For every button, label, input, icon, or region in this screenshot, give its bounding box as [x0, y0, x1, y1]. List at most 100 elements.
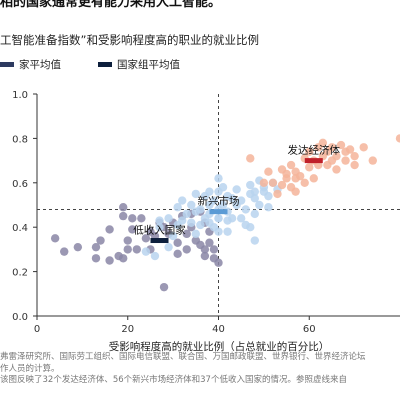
data-point [173, 238, 182, 247]
data-point [182, 245, 191, 254]
data-point [128, 225, 137, 234]
data-point [345, 145, 355, 154]
data-point [60, 247, 69, 256]
data-point [250, 236, 259, 245]
data-point [178, 216, 187, 225]
data-point [368, 156, 377, 165]
data-point [182, 209, 191, 219]
data-point [336, 140, 346, 150]
group-average-label: 发达经济体 [288, 144, 341, 157]
data-point [291, 174, 300, 183]
data-point [150, 251, 160, 261]
x-tick-label: 20 [121, 324, 134, 335]
data-point [205, 238, 214, 247]
data-point [305, 163, 314, 172]
data-point [191, 229, 201, 239]
data-point [291, 187, 300, 196]
data-point [200, 245, 210, 254]
data-point [359, 143, 368, 152]
group-average-label: 新兴市场 [198, 195, 240, 208]
data-point [168, 231, 178, 241]
data-point [187, 200, 196, 210]
data-point [164, 214, 173, 223]
data-point [327, 143, 337, 152]
data-point [119, 254, 128, 263]
legend-label-group-average: 国家组平均值 [117, 59, 180, 71]
data-point [218, 200, 228, 210]
data-point [200, 251, 210, 261]
data-point [232, 185, 241, 194]
data-point [264, 191, 273, 201]
data-point [191, 189, 201, 199]
data-point [341, 156, 350, 165]
data-point [309, 174, 318, 183]
group-average-marker [304, 158, 323, 164]
y-tick-label: 1.0 [12, 90, 28, 101]
data-point [246, 154, 255, 163]
footnote-note: 该图反映了32个发达经济体、56个新兴市场经济体和37个低收入国家的情况。参照虚… [0, 375, 347, 385]
legend-label-country-average: 家平均值 [19, 59, 61, 71]
data-point [236, 214, 246, 223]
data-point [50, 234, 60, 243]
data-point [123, 245, 132, 254]
data-point [246, 180, 255, 190]
data-point [132, 245, 142, 254]
data-point [395, 134, 400, 143]
data-point [350, 151, 359, 161]
chart-subtitle: 工智能准备指数”和受影响程度高的职业的就业比例 [0, 33, 259, 47]
data-point [196, 220, 205, 230]
data-point [227, 194, 237, 203]
data-point [218, 183, 228, 192]
data-point [182, 229, 191, 239]
data-point [250, 209, 259, 219]
data-point [286, 160, 296, 170]
data-point [236, 196, 246, 205]
data-point [173, 203, 182, 212]
data-point [246, 223, 255, 232]
y-tick-label: 0.6 [12, 179, 28, 190]
data-point [209, 196, 219, 205]
data-point [214, 174, 223, 183]
data-point [141, 234, 151, 243]
data-point [250, 187, 259, 196]
group-average-marker [150, 238, 169, 244]
data-point [214, 258, 223, 267]
data-point [250, 194, 259, 203]
data-point [332, 151, 341, 161]
headline: 相的国家通常更有能力采用人工智能。 [0, 0, 222, 10]
data-point [91, 254, 101, 263]
data-point [91, 242, 101, 252]
data-point [214, 214, 223, 223]
x-tick-label: 40 [212, 324, 225, 335]
y-tick-label: 0.8 [12, 134, 28, 145]
data-point [73, 242, 83, 252]
data-point [305, 147, 314, 156]
y-tick-label: 0.0 [12, 312, 28, 323]
data-point [214, 227, 223, 236]
data-point [196, 205, 205, 214]
data-point [205, 218, 214, 227]
data-point [350, 160, 359, 170]
data-point [123, 236, 132, 245]
data-point [209, 245, 219, 254]
data-point [141, 247, 151, 256]
data-point [155, 216, 164, 225]
data-point [119, 211, 128, 221]
data-point [155, 223, 164, 232]
y-tick-label: 0.4 [12, 223, 28, 234]
footnotes: 弗雷泽研究所、国际劳工组织、国际电信联盟、联合国、万国邮政联盟、世界银行、世界经… [0, 352, 400, 387]
scatter-chart: 0.0 0.2 0.4 0.6 0.8 1.0 0 20 40 60 低收入国家 新兴市场 发达经济体受… [12, 90, 400, 352]
legend-swatch-country-average [0, 62, 14, 67]
data-point [332, 165, 341, 174]
data-point [277, 180, 287, 190]
data-point [255, 200, 264, 210]
data-point [164, 242, 173, 252]
data-point [178, 196, 187, 205]
data-point [128, 214, 137, 223]
data-point [105, 225, 114, 234]
data-point [205, 187, 214, 196]
data-point [137, 214, 146, 223]
legend-country-average: 家平均值 [0, 57, 61, 72]
data-point [273, 189, 282, 199]
data-point [227, 214, 237, 223]
